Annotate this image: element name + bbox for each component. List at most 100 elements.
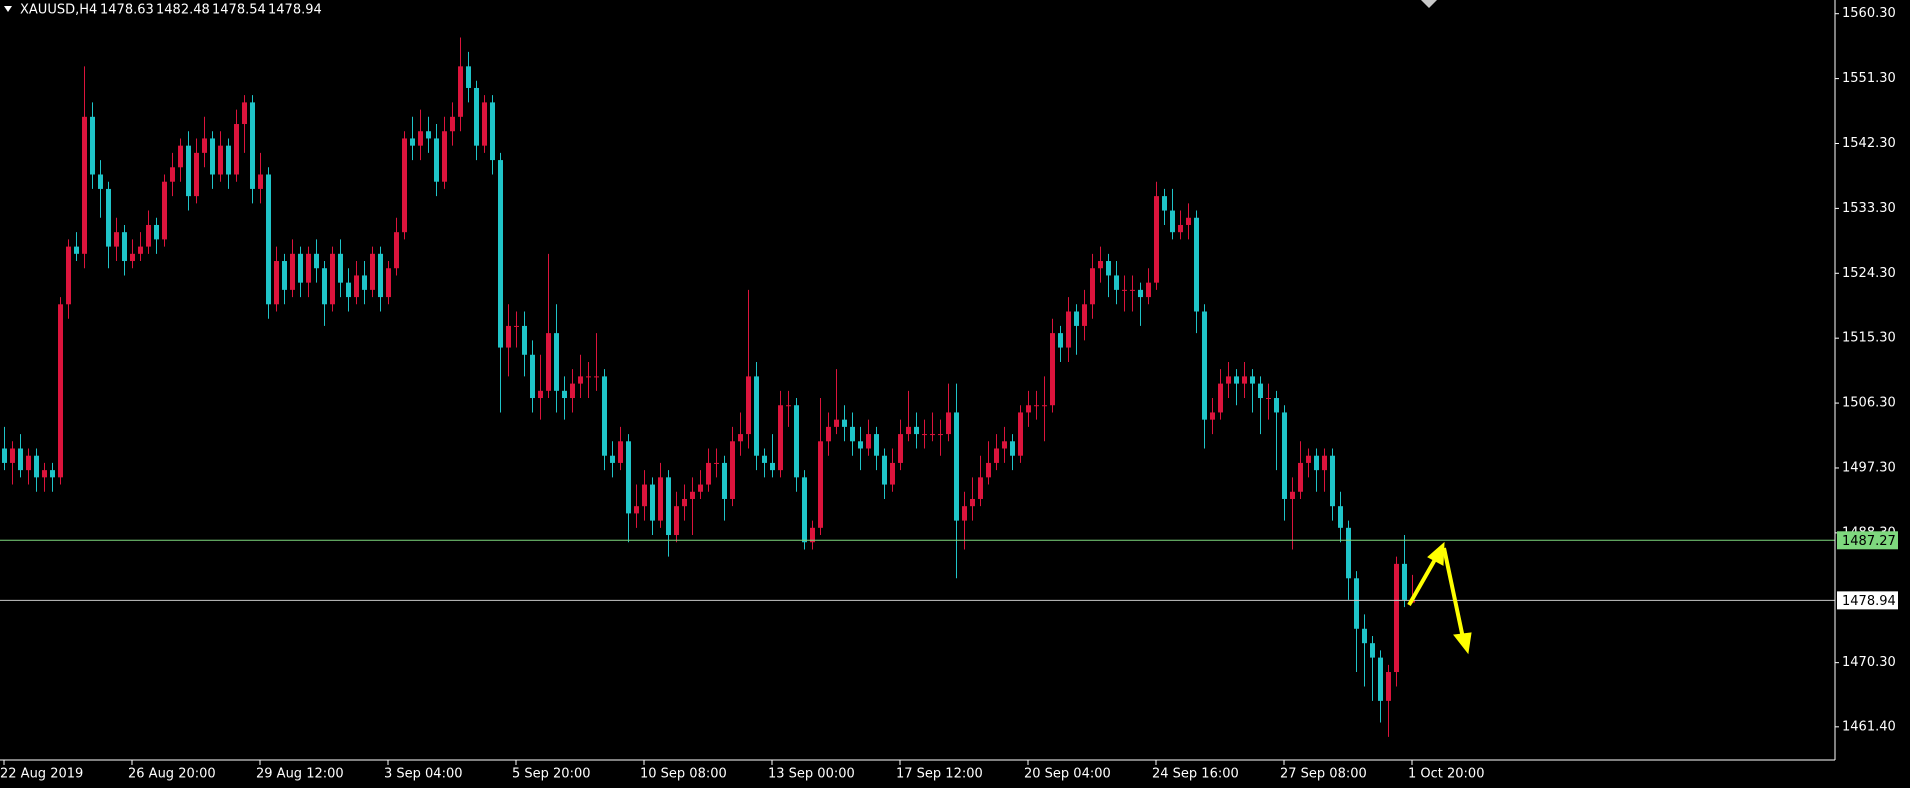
candle-body (834, 419, 839, 427)
candle-body (1170, 210, 1175, 233)
candle-body (274, 261, 279, 305)
candle-body (442, 131, 447, 182)
candle-body (730, 441, 735, 499)
candle-body (514, 325, 519, 327)
x-tick-label: 5 Sep 20:00 (512, 767, 591, 782)
candle-body (802, 477, 807, 543)
candle-body (1074, 311, 1079, 326)
candle-body (1330, 455, 1335, 507)
menu-triangle[interactable] (4, 6, 12, 12)
ohlc-high: 1482.48 (156, 3, 210, 18)
candle-body (354, 275, 359, 298)
candle-body (18, 448, 23, 471)
candle-body (162, 181, 167, 240)
candle-body (602, 376, 607, 456)
y-tick-label: 1497.30 (1842, 460, 1896, 475)
candle-body (794, 405, 799, 478)
candle-body (410, 138, 415, 146)
candle-body (1018, 412, 1023, 456)
candle-body (482, 102, 487, 146)
candle-body (1282, 412, 1287, 499)
candle-body (322, 268, 327, 305)
candle-body (1354, 578, 1359, 629)
candle-body (994, 448, 999, 463)
candle-body (402, 138, 407, 233)
candle-body (42, 470, 47, 478)
candle-body (914, 426, 919, 435)
candle-body (1290, 491, 1295, 499)
candle-body (1034, 405, 1039, 407)
candle-body (986, 462, 991, 478)
x-tick-label: 24 Sep 16:00 (1152, 767, 1239, 782)
candle-body (1202, 311, 1207, 420)
candle-body (1154, 196, 1159, 283)
candle-body (658, 477, 663, 521)
candle-body (146, 224, 151, 247)
arrow-head (1453, 632, 1472, 655)
candle-body (1138, 289, 1143, 298)
candle-body (266, 174, 271, 305)
x-tick-label: 13 Sep 00:00 (768, 767, 855, 782)
candle-body (242, 102, 247, 125)
y-tick-label: 1506.30 (1842, 396, 1896, 411)
candle-body (466, 66, 471, 88)
y-tick-label: 1515.30 (1842, 331, 1896, 346)
candle-body (362, 275, 367, 290)
candle-body (562, 390, 567, 399)
candle-body (1122, 289, 1127, 291)
candle-body (530, 354, 535, 399)
candle-body (1226, 376, 1231, 384)
candle-body (1346, 527, 1351, 579)
candle-body (338, 253, 343, 283)
candle-body (1130, 289, 1135, 291)
candle-body (1274, 398, 1279, 413)
candle-body (154, 224, 159, 240)
candle-body (690, 491, 695, 499)
candle-body (578, 376, 583, 384)
shift-marker[interactable] (1421, 0, 1437, 8)
candle-body (330, 253, 335, 305)
candle-body (546, 333, 551, 391)
candle-body (722, 462, 727, 499)
candle-body (1234, 376, 1239, 384)
candle-body (426, 131, 431, 139)
candle-body (394, 232, 399, 269)
candle-body (418, 131, 423, 146)
candle-body (1266, 398, 1271, 400)
candle-body (770, 462, 775, 471)
candle-body (666, 477, 671, 536)
candle-body (290, 253, 295, 290)
ohlc-low: 1478.54 (212, 3, 266, 18)
candle-body (234, 124, 239, 175)
candle-body (298, 253, 303, 283)
candle-body (818, 441, 823, 528)
x-tick-label: 22 Aug 2019 (0, 767, 83, 782)
arrow-down (1442, 547, 1465, 639)
candle-body (130, 253, 135, 262)
candle-body (1386, 672, 1391, 701)
candle-body (90, 116, 95, 175)
candle-body (458, 66, 463, 117)
candle-body (1338, 506, 1343, 528)
candle-body (98, 174, 103, 189)
price-label: 1487.27 (1842, 534, 1896, 549)
candle-body (1106, 261, 1111, 276)
candle-body (1306, 455, 1311, 463)
candle-body (122, 232, 127, 262)
ohlc-open: 1478.63 (100, 3, 154, 18)
symbol: XAUUSD,H4 (20, 3, 97, 18)
candle-body (826, 426, 831, 442)
candle-body (1058, 333, 1063, 348)
candle-body (74, 246, 79, 254)
candle-body (906, 426, 911, 435)
candle-body (570, 383, 575, 399)
candle-body (746, 376, 751, 435)
candle-body (634, 506, 639, 514)
candle-body (674, 506, 679, 536)
candle-body (474, 87, 479, 146)
candle-body (970, 498, 975, 507)
candle-body (1082, 304, 1087, 326)
candle-body (810, 527, 815, 543)
candle-body (202, 138, 207, 153)
candle-body (930, 434, 935, 436)
